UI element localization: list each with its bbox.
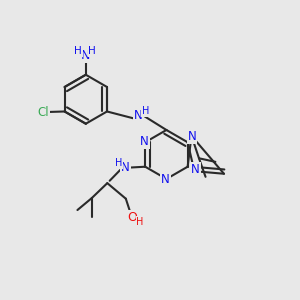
Text: H: H bbox=[136, 217, 144, 227]
Text: N: N bbox=[191, 163, 200, 176]
Text: H: H bbox=[115, 158, 122, 168]
Text: H: H bbox=[74, 46, 82, 56]
Text: N: N bbox=[80, 49, 90, 62]
Text: N: N bbox=[188, 130, 197, 143]
Text: H: H bbox=[142, 106, 149, 116]
Text: N: N bbox=[140, 135, 149, 148]
Text: N: N bbox=[161, 173, 170, 186]
Text: N: N bbox=[121, 161, 130, 174]
Text: O: O bbox=[128, 211, 138, 224]
Text: Cl: Cl bbox=[37, 106, 49, 118]
Text: N: N bbox=[134, 109, 142, 122]
Text: H: H bbox=[88, 46, 96, 56]
